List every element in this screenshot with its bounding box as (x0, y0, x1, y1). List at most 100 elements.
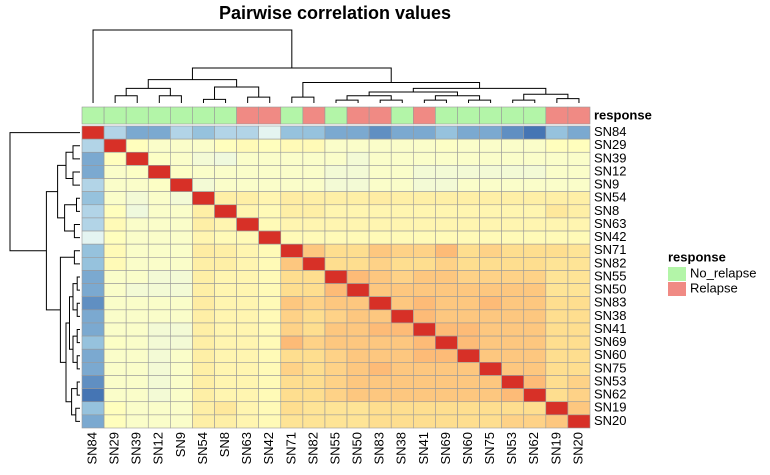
heatmap-cell (324, 178, 348, 192)
heatmap-cell (81, 270, 105, 284)
heatmap-cell (258, 125, 282, 140)
heatmap-cell (368, 125, 392, 140)
heatmap-cell (302, 151, 326, 166)
heatmap-cell (192, 230, 215, 245)
heatmap-cell (214, 125, 237, 140)
heatmap-cell (125, 191, 149, 206)
heatmap-cell (103, 230, 127, 245)
heatmap-cell (346, 178, 370, 192)
heatmap-cell (457, 401, 480, 416)
heatmap-cell (214, 151, 237, 166)
heatmap-cell (214, 178, 237, 192)
heatmap-cell (479, 178, 502, 192)
heatmap-cell (258, 178, 282, 192)
heatmap-cell (214, 257, 237, 271)
column-label: SN71 (283, 432, 298, 465)
heatmap-cell (258, 257, 282, 271)
heatmap-cell (346, 296, 370, 311)
heatmap-cell (280, 204, 304, 219)
heatmap-cell (346, 191, 370, 206)
heatmap-cell (81, 283, 105, 297)
annotation-cell (147, 106, 171, 125)
heatmap-cell (302, 348, 326, 363)
heatmap-cell (236, 375, 259, 389)
heatmap-cell (192, 204, 215, 219)
heatmap-cell (147, 401, 171, 416)
heatmap-cell (479, 191, 502, 206)
heatmap-cell (103, 309, 127, 324)
heatmap-cell (435, 138, 458, 153)
heatmap-cell (192, 335, 215, 350)
heatmap-cell (214, 204, 237, 219)
heatmap-cell (81, 414, 105, 429)
heatmap-cell (390, 138, 414, 153)
heatmap-cell (368, 138, 392, 153)
heatmap-cell (545, 270, 569, 284)
heatmap-cell (236, 414, 259, 429)
column-label: SN84 (84, 432, 99, 465)
heatmap-cell (479, 230, 502, 245)
heatmap-cell (81, 362, 105, 376)
heatmap-cell (170, 362, 193, 376)
heatmap-cell (435, 362, 458, 376)
heatmap-cell (170, 243, 193, 258)
column-label: SN9 (173, 432, 188, 457)
heatmap-cell (545, 335, 569, 350)
heatmap-cell (324, 138, 348, 153)
heatmap-cell (368, 388, 392, 403)
heatmap-cell (457, 151, 480, 166)
heatmap-cell (302, 375, 326, 389)
heatmap-cell (258, 296, 282, 311)
heatmap-cell (567, 270, 591, 284)
heatmap-cell (214, 165, 237, 179)
heatmap-cell (501, 257, 525, 271)
heatmap-cell (192, 243, 215, 258)
heatmap-cell (147, 217, 171, 232)
heatmap-cell (567, 178, 591, 192)
heatmap-cell (192, 270, 215, 284)
heatmap-cell (567, 217, 591, 232)
heatmap-cell (435, 243, 458, 258)
heatmap-cell (147, 296, 171, 311)
column-label: SN29 (107, 432, 122, 465)
heatmap-cell (81, 401, 105, 416)
heatmap-cell (567, 348, 591, 363)
heatmap-cell (390, 362, 414, 376)
heatmap-cell (390, 283, 414, 297)
heatmap-cell (523, 125, 547, 140)
heatmap-cell (81, 257, 105, 271)
heatmap-cell (125, 243, 149, 258)
heatmap-cell (258, 283, 282, 297)
heatmap-cell (324, 362, 348, 376)
heatmap-cell (479, 348, 502, 363)
heatmap-cell (435, 191, 458, 206)
heatmap-cell (147, 375, 171, 389)
heatmap-cell (501, 375, 525, 389)
heatmap-cell (346, 204, 370, 219)
heatmap-cell (147, 151, 171, 166)
row-label: SN20 (594, 413, 627, 428)
heatmap-cell (346, 230, 370, 245)
heatmap-cell (457, 348, 480, 363)
annotation-cell (413, 106, 436, 125)
heatmap-cell (413, 138, 436, 153)
heatmap-cell (302, 270, 326, 284)
heatmap-cell (258, 191, 282, 206)
row-label: SN84 (594, 124, 627, 139)
heatmap-cell (236, 138, 259, 153)
heatmap-cell (479, 309, 502, 324)
column-label: SN12 (151, 432, 166, 465)
heatmap-cell (457, 414, 480, 429)
heatmap-cell (523, 309, 547, 324)
heatmap-cell (368, 401, 392, 416)
heatmap-cell (567, 204, 591, 219)
row-label: SN39 (594, 150, 627, 165)
heatmap-cell (302, 414, 326, 429)
heatmap-cell (390, 257, 414, 271)
heatmap-cell (302, 191, 326, 206)
column-label: SN50 (350, 432, 365, 465)
heatmap-cell (545, 362, 569, 376)
heatmap-cell (324, 125, 348, 140)
heatmap-cell (324, 335, 348, 350)
